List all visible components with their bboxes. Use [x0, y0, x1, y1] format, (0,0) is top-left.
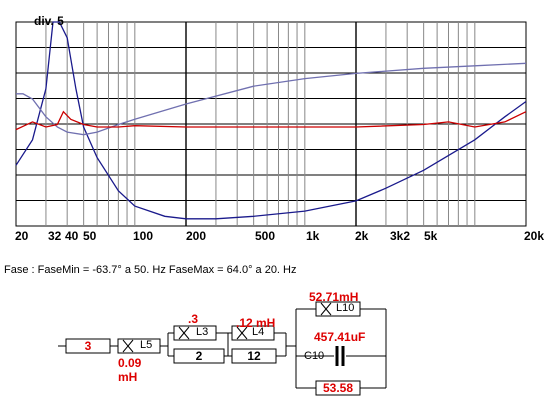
- r2-value: 2: [195, 349, 203, 363]
- r12-value: 12: [247, 349, 261, 363]
- x-tick-2k: 2k: [355, 229, 369, 243]
- x-tick-3k2: 3k2: [390, 229, 411, 243]
- phase-readout: Fase : FaseMin = -63.7° a 50. Hz FaseMax…: [4, 264, 297, 276]
- c10-value: 457.41uF: [314, 330, 366, 344]
- l3-name: L3: [196, 326, 209, 338]
- x-tick-32: 32: [48, 229, 62, 243]
- x-tick-20k: 20k: [524, 229, 545, 243]
- x-tick-1k: 1k: [306, 229, 320, 243]
- c10-name: C10: [304, 350, 325, 362]
- l10-value: 52.71mH: [309, 290, 359, 304]
- x-tick-50: 50: [83, 229, 97, 243]
- x-tick-100: 100: [133, 229, 154, 243]
- div-annotation: div. 5: [34, 14, 64, 28]
- l4-value: .12 mH: [236, 316, 276, 330]
- l3-value: .3: [188, 312, 199, 326]
- l10-name: L10: [336, 302, 355, 314]
- r-shunt-value: 53.58: [322, 381, 354, 395]
- r-series-value: 3: [84, 339, 92, 353]
- plot-series: [15, 21, 527, 220]
- l5-name: L5: [140, 339, 153, 351]
- x-tick-20: 20: [15, 229, 29, 243]
- l4-name: L4: [252, 326, 265, 338]
- l5-value: 0.09 mH: [118, 356, 142, 384]
- frequency-response-plot: div. 5: [15, 14, 527, 227]
- x-tick-5k: 5k: [424, 229, 438, 243]
- x-tick-500: 500: [255, 229, 276, 243]
- series-line-2: [15, 110, 527, 131]
- crossover-circuit: [58, 301, 387, 396]
- series-line-1: [16, 62, 527, 136]
- x-tick-40: 40: [65, 229, 79, 243]
- series-line-0: [15, 21, 527, 220]
- x-tick-200: 200: [186, 229, 207, 243]
